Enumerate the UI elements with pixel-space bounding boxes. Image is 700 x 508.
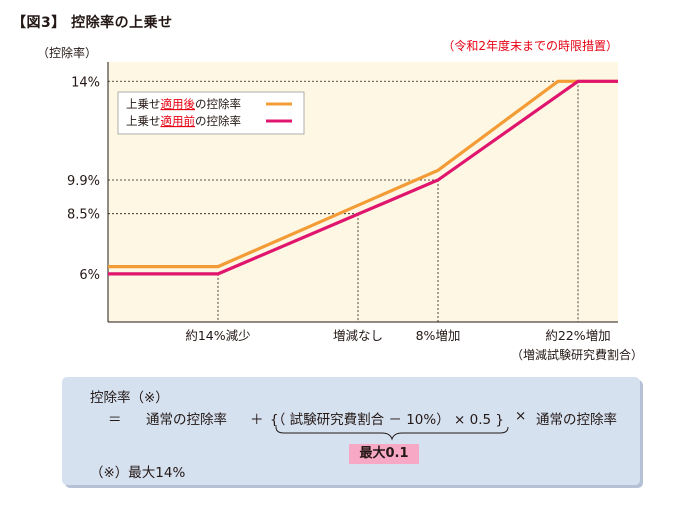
y-tick-labels: 14% 9.9% 8.5% 6% xyxy=(67,75,100,283)
y-axis-label: （控除率） xyxy=(37,45,97,60)
formula-base-rate: 通常の控除率 xyxy=(146,412,227,428)
x-tick-label: 約22%増加 xyxy=(545,328,610,343)
x-tick-label: 増減なし xyxy=(333,328,383,343)
y-tick-label: 6% xyxy=(79,268,100,283)
x-tick-label: 約14%減少 xyxy=(185,328,250,343)
formula-equals: ＝ xyxy=(108,412,122,428)
formula-base-rate-2: 通常の控除率 xyxy=(536,412,617,428)
formula-box: 控除率（※） ＝ 通常の控除率 ＋ {（ 試験研究費割合 － 10%） × 0.… xyxy=(62,377,640,485)
max-cap-badge: 最大0.1 xyxy=(349,444,419,464)
underbrace xyxy=(275,426,509,441)
series-lines xyxy=(108,79,618,276)
formula-expression: {（ 試験研究費割合 － 10%） × 0.5 } xyxy=(270,412,504,428)
x-tick-labels: 約14%減少 増減なし 8%増加 約22%増加 xyxy=(185,328,610,343)
x-axis-label: （増減試験研究費割合） xyxy=(511,347,643,362)
y-tick-label: 14% xyxy=(71,75,100,90)
figure-title: 【図3】 控除率の上乗せ xyxy=(12,15,173,31)
legend-label-after: 上乗せ適用後の控除率 xyxy=(126,97,241,111)
series-line-before xyxy=(108,79,618,276)
y-tick-label: 8.5% xyxy=(67,208,100,223)
deduction-rate-chart: 14% 9.9% 8.5% 6% 約14%減少 増減なし 8%増加 約22%増加 （控除率）… xyxy=(37,38,643,362)
guide-lines xyxy=(108,80,579,322)
x-tick-label: 8%増加 xyxy=(416,328,461,343)
legend-label-before: 上乗せ適用前の控除率 xyxy=(126,114,241,128)
period-note: （令和2年度末までの時限措置） xyxy=(442,38,618,53)
formula-note: （※）最大14% xyxy=(90,465,186,481)
legend-box xyxy=(117,91,305,135)
formula-times: × xyxy=(515,408,527,424)
formula-plus: ＋ xyxy=(250,412,264,428)
y-tick-label: 9.9% xyxy=(67,174,100,189)
formula-name: 控除率（※） xyxy=(90,390,169,406)
legend: 上乗せ適用後の控除率 上乗せ適用前の控除率 xyxy=(117,91,305,135)
